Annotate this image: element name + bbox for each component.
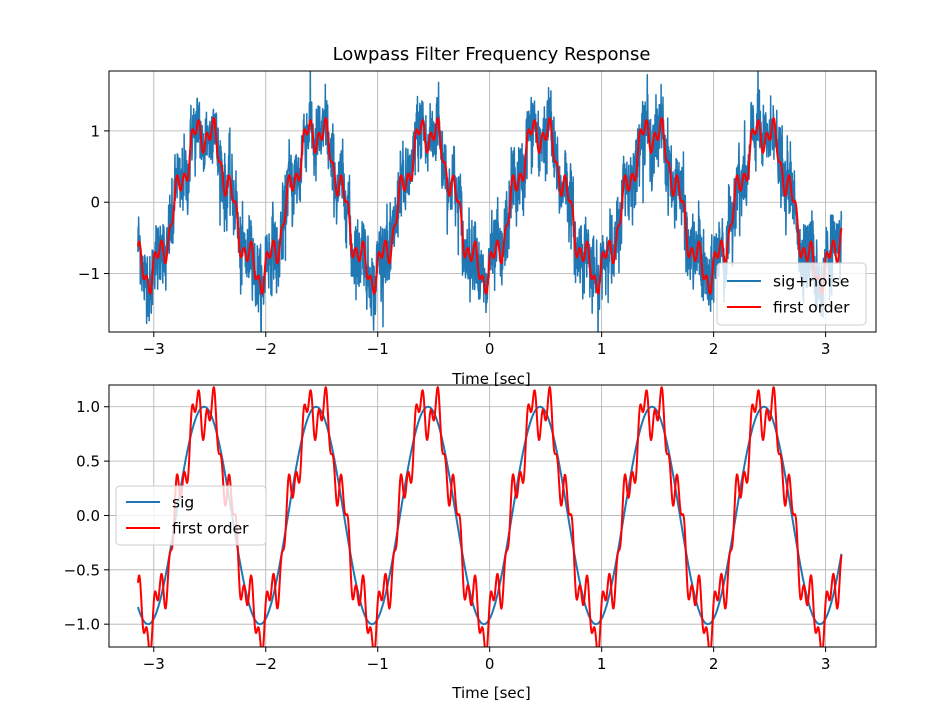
x-tick-label: −1: [367, 340, 389, 358]
top-axes-frame: [108, 70, 877, 333]
bottom-x-axis-label: Time [sec]: [451, 684, 530, 702]
x-tick-label: −3: [143, 655, 165, 673]
x-tick-label: 0: [485, 340, 495, 358]
legend-label-first-order: first order: [773, 299, 850, 317]
bottom-y-ticks: −1.0 −0.5 0.0 0.5 1.0: [64, 398, 109, 634]
legend-label-first-order: first order: [172, 520, 249, 538]
bottom-axes-frame: [108, 384, 877, 648]
y-tick-label: 0.5: [76, 453, 100, 471]
x-tick-label: −2: [255, 655, 277, 673]
x-tick-label: 3: [821, 340, 831, 358]
y-tick-label: −1: [78, 265, 100, 283]
chart-title: Lowpass Filter Frequency Response: [333, 44, 651, 65]
top-series: [136, 71, 843, 332]
series-line-first-order: [136, 117, 843, 295]
x-tick-label: −2: [255, 340, 277, 358]
y-tick-label: 1: [90, 122, 100, 140]
y-tick-label: −1.0: [64, 616, 100, 634]
y-tick-label: −0.5: [64, 561, 100, 579]
legend-label-sig-noise: sig+noise: [773, 273, 849, 291]
series-line-first-order: [136, 386, 843, 647]
bottom-legend: sig first order: [115, 485, 267, 546]
top-x-ticks: −3 −2 −1 0 1 2 3: [143, 332, 831, 358]
top-legend: sig+noise first order: [716, 262, 867, 326]
x-tick-label: 2: [709, 340, 719, 358]
y-tick-label: 0.0: [76, 507, 100, 525]
x-tick-label: 1: [597, 340, 607, 358]
top-x-axis-label: Time [sec]: [451, 370, 530, 388]
x-tick-label: 2: [709, 655, 719, 673]
x-tick-label: −1: [367, 655, 389, 673]
x-tick-label: −3: [143, 340, 165, 358]
top-y-ticks: −1 0 1: [78, 122, 109, 283]
bottom-subplot: −3 −2 −1 0 1 2 3 −1.0−0.50.00.51.0 Time [sec] …: [64, 384, 877, 702]
legend-label-sig: sig: [172, 494, 194, 512]
x-tick-label: 3: [821, 655, 831, 673]
x-tick-label: 1: [597, 655, 607, 673]
x-tick-label: 0: [485, 655, 495, 673]
y-tick-label: 0: [90, 194, 100, 212]
y-tick-label: 1.0: [76, 398, 100, 416]
top-legend-box: [716, 262, 867, 326]
bottom-x-ticks: −3 −2 −1 0 1 2 3: [143, 647, 831, 673]
bottom-series: [136, 386, 843, 647]
top-subplot: Lowpass Filter Frequency Response −3 −2 −1…: [78, 44, 877, 388]
bottom-legend-box: [115, 485, 267, 546]
